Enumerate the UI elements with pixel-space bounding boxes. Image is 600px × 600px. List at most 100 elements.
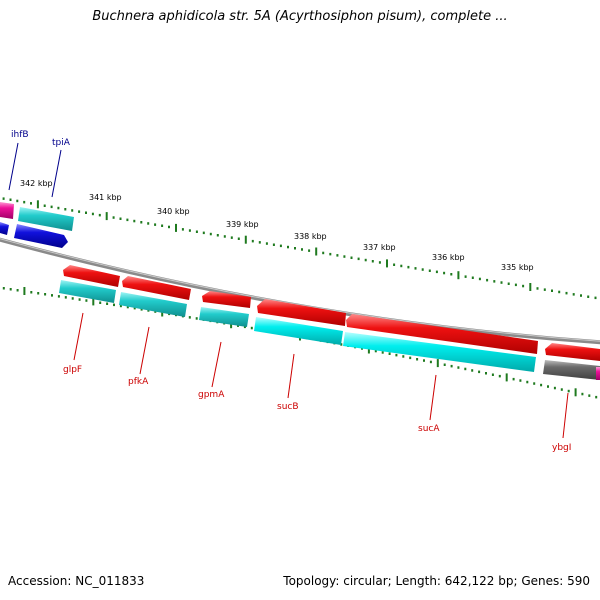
gene-blue-left[interactable]: [0, 222, 9, 235]
minor-tick: [243, 325, 246, 329]
gene-label-pfkA[interactable]: pfkA: [128, 377, 149, 387]
tick-label: 339 kbp: [226, 220, 259, 229]
minor-tick: [71, 209, 74, 212]
gene-glpF-cyan[interactable]: [59, 280, 116, 303]
major-tick: [36, 200, 39, 209]
leader-line-ybgI: [562, 392, 569, 439]
gene-gpmA-cyan[interactable]: [199, 307, 249, 327]
gene-label-ihfB[interactable]: ihfB: [11, 130, 29, 140]
minor-tick: [113, 303, 115, 307]
minor-tick: [85, 299, 88, 302]
minor-tick: [119, 304, 122, 308]
gene-ybgI-red[interactable]: [545, 343, 600, 361]
minor-tick: [30, 202, 32, 205]
gene-sucB-cyan[interactable]: [254, 317, 343, 345]
tick-label: 340 kbp: [157, 207, 190, 216]
minor-tick: [588, 394, 591, 397]
minor-tick: [572, 293, 575, 296]
gene-blue-arrow[interactable]: [14, 224, 68, 248]
gene-ybgI-gray[interactable]: [543, 360, 600, 380]
minor-tick: [536, 287, 539, 290]
gene-glpF-red[interactable]: [63, 265, 120, 287]
minor-tick: [43, 204, 46, 207]
minor-tick: [416, 358, 419, 361]
leader-line-sucB: [287, 353, 295, 399]
minor-tick: [526, 380, 529, 384]
minor-tick: [50, 205, 53, 209]
minor-tick: [565, 291, 568, 295]
gene-sucA-cyan[interactable]: [343, 332, 536, 372]
major-tick: [105, 212, 108, 221]
minor-tick: [329, 252, 332, 256]
minor-tick: [343, 255, 346, 258]
minor-tick: [514, 283, 517, 287]
gene-magenta-right[interactable]: [596, 367, 600, 380]
gene-label-tpiA[interactable]: tpiA: [52, 138, 71, 148]
minor-tick: [336, 254, 339, 257]
minor-tick: [443, 271, 446, 275]
minor-tick: [9, 288, 12, 291]
major-tick: [92, 297, 95, 306]
major-tick: [386, 259, 388, 268]
minor-tick: [112, 216, 115, 219]
minor-tick: [493, 280, 496, 283]
minor-tick: [580, 294, 582, 297]
gene-pfkA-cyan[interactable]: [119, 292, 187, 317]
gene-sucB-red[interactable]: [257, 299, 346, 326]
minor-tick: [491, 373, 494, 376]
minor-tick: [301, 248, 303, 251]
minor-tick: [594, 296, 597, 300]
minor-tick: [471, 276, 474, 279]
minor-tick: [9, 198, 12, 201]
minor-tick: [16, 289, 19, 292]
minor-tick: [30, 291, 33, 294]
minor-tick: [400, 264, 403, 268]
minor-tick: [395, 353, 398, 357]
minor-tick: [154, 223, 157, 226]
minor-tick: [37, 292, 40, 295]
leader-line-glpF: [73, 312, 84, 361]
major-tick: [505, 373, 508, 382]
minor-tick: [223, 235, 226, 238]
gene-label-sucA[interactable]: sucA: [418, 424, 440, 434]
minor-tick: [85, 211, 87, 214]
minor-tick: [294, 247, 296, 250]
minor-tick: [202, 231, 205, 235]
gene-gpmA-red[interactable]: [202, 291, 251, 308]
minor-tick: [428, 269, 431, 272]
gene-label-glpF[interactable]: glpF: [63, 365, 82, 375]
minor-tick: [450, 364, 453, 368]
gene-cyan-tpiA[interactable]: [18, 207, 74, 231]
minor-tick: [161, 224, 164, 227]
gene-leader-lines: [8, 142, 569, 439]
minor-tick: [560, 388, 563, 391]
gene-label-ybgI[interactable]: ybgI: [552, 443, 571, 453]
major-tick: [175, 223, 177, 232]
minor-tick: [381, 351, 384, 354]
minor-tick: [287, 245, 289, 249]
gene-pfkA-red[interactable]: [122, 276, 191, 300]
gene-sucA-red[interactable]: [346, 314, 538, 354]
minor-tick: [500, 281, 503, 284]
minor-tick: [551, 289, 553, 292]
tick-label: 337 kbp: [363, 243, 396, 252]
minor-tick: [140, 308, 143, 311]
minor-tick: [478, 370, 481, 374]
minor-tick: [2, 197, 5, 200]
minor-tick: [450, 273, 453, 276]
minor-tick: [251, 239, 254, 243]
minor-tick: [133, 219, 136, 223]
minor-tick: [272, 243, 275, 246]
gene-label-sucB[interactable]: sucB: [277, 402, 299, 412]
minor-tick: [308, 249, 311, 252]
major-tick: [315, 247, 318, 256]
minor-tick: [512, 377, 515, 381]
minor-tick: [595, 395, 598, 399]
minor-tick: [64, 296, 67, 299]
minor-tick: [188, 229, 191, 232]
minor-tick: [519, 379, 522, 382]
minor-tick: [478, 277, 481, 281]
major-tick: [457, 271, 460, 280]
gene-magenta-ihfB[interactable]: [0, 202, 14, 219]
gene-label-gpmA[interactable]: gpmA: [198, 390, 225, 400]
